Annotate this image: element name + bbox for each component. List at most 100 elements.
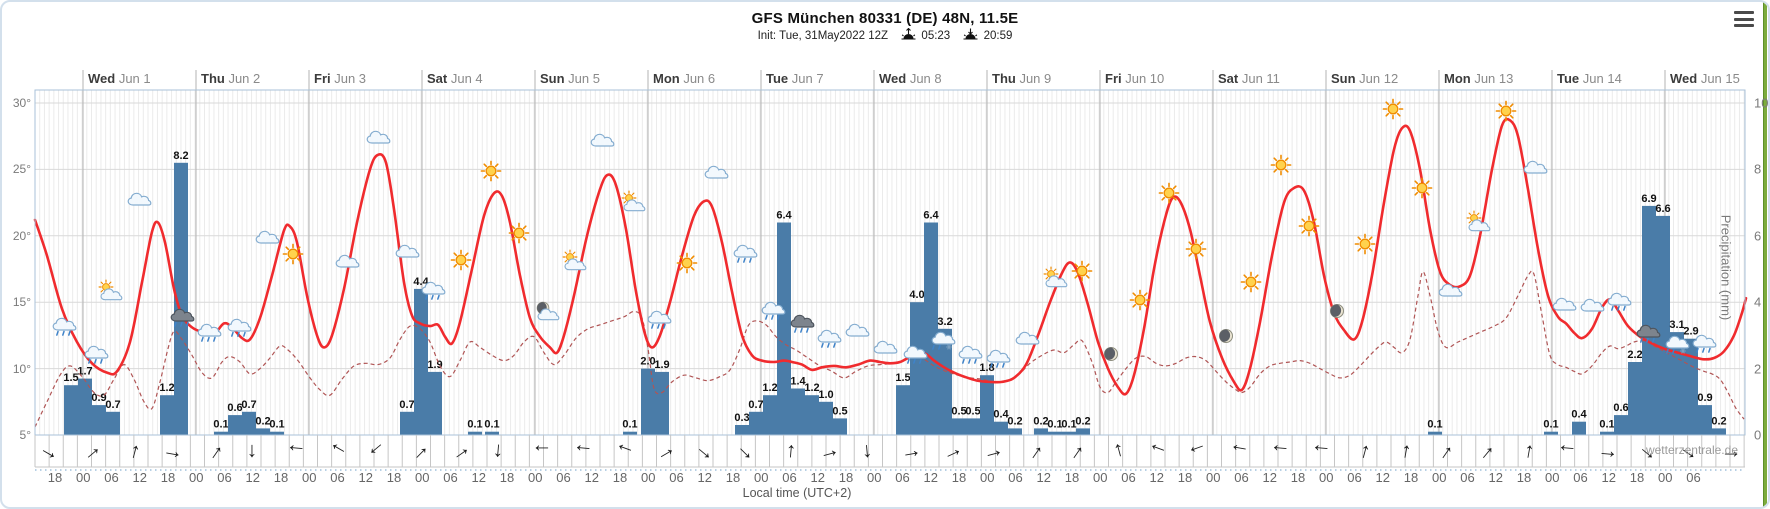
wind-arrow: →	[650, 436, 680, 466]
precip-bar	[735, 425, 749, 435]
wind-arrow: →	[1310, 439, 1333, 464]
temp-axis-tick: 30°	[12, 96, 31, 110]
wind-arrow: →	[1721, 440, 1742, 463]
time-tick: 00	[1093, 470, 1108, 485]
hamburger-menu-icon[interactable]	[1734, 11, 1754, 29]
wind-arrow: →	[445, 436, 475, 467]
wind-arrow: →	[731, 435, 762, 466]
precip-value-label: 0.7	[241, 399, 256, 411]
precip-value-label: 0.7	[105, 399, 120, 411]
precip-value-label: 3.1	[1669, 319, 1684, 331]
time-tick: 18	[1629, 470, 1645, 485]
wind-arrow: →	[1143, 437, 1171, 466]
precip-value-label: 0.5	[965, 405, 980, 417]
time-tick: 00	[980, 470, 995, 485]
time-tick: 18	[386, 470, 402, 485]
precip-value-label: 0.2	[255, 415, 270, 427]
weather-icon-sun	[282, 243, 304, 265]
sunrise-icon	[901, 27, 916, 44]
precip-value-label: 1.7	[77, 366, 92, 378]
precip-value-label: 1.5	[895, 372, 910, 384]
weather-icon-darkrain	[1636, 324, 1661, 343]
weather-icon-rain	[421, 281, 446, 300]
precip-bar	[791, 388, 805, 435]
weather-icon-sleet	[1665, 335, 1690, 354]
time-tick: 00	[1432, 470, 1447, 485]
precip-value-label: 0.4	[993, 409, 1009, 421]
wind-arrow: →	[1469, 436, 1500, 467]
precip-axis-tick: 10	[1754, 95, 1769, 111]
weather-icon-darkrain	[170, 308, 195, 327]
weather-icon-moon	[1330, 304, 1344, 318]
precip-value-label: 0.1	[622, 419, 637, 431]
time-tick: 18	[1177, 470, 1193, 485]
precip-bar	[242, 411, 256, 435]
weather-icon-sun	[1382, 98, 1404, 120]
time-tick: 00	[415, 470, 430, 485]
precip-value-label: 2.2	[1627, 349, 1642, 361]
sunset-time: 20:59	[983, 30, 1013, 42]
day-label: Mon Jun 6	[653, 71, 716, 86]
precip-bar	[749, 411, 763, 435]
wind-arrow: →	[1513, 439, 1539, 464]
weather-icon-cloud	[366, 130, 391, 144]
weather-icon-sun	[1129, 289, 1151, 311]
weather-icon-suncloud	[562, 249, 587, 271]
wind-arrow: →	[572, 439, 595, 464]
time-tick: 18	[160, 470, 176, 485]
time-tick: 06	[1686, 470, 1701, 485]
temp-axis-tick: 10°	[12, 361, 31, 376]
wind-arrow: →	[35, 436, 65, 466]
precip-bar	[1048, 431, 1062, 435]
precip-bar	[1656, 215, 1670, 435]
weather-icon-cloud	[335, 254, 360, 268]
weather-icon-mooncloud	[536, 301, 560, 321]
wind-arrow: →	[691, 435, 722, 466]
weather-icon-rain	[1607, 292, 1632, 311]
weather-icon-cloud	[1552, 297, 1577, 311]
precip-value-label: 6.4	[776, 210, 792, 222]
time-tick: 06	[1460, 470, 1475, 485]
day-label: Sun Jun 5	[540, 71, 600, 86]
weather-icon-cloud	[255, 230, 280, 244]
wind-arrow: →	[1390, 439, 1416, 464]
precip-bar	[228, 415, 242, 435]
day-label: Sat Jun 4	[427, 71, 483, 86]
precip-value-label: 0.1	[1047, 419, 1062, 431]
precip-bar	[1642, 205, 1656, 435]
time-tick: 12	[1601, 470, 1616, 485]
day-label: Fri Jun 10	[1105, 71, 1165, 86]
day-label: Wed Jun 8	[879, 71, 942, 86]
time-tick: 06	[669, 470, 684, 485]
precip-bar	[777, 222, 791, 435]
page-title: GFS München 80331 (DE) 48N, 11.5E	[751, 10, 1019, 27]
time-tick: 06	[443, 470, 458, 485]
day-dividers	[82, 70, 1666, 435]
time-tick: 18	[1516, 470, 1532, 485]
precip-value-label: 0.7	[748, 399, 763, 411]
precip-value-label: 4.0	[909, 289, 924, 301]
watermark: wetterzentrale.de	[1645, 443, 1738, 457]
day-label: Wed Jun 15	[1670, 71, 1740, 86]
time-tick: 12	[584, 470, 599, 485]
precip-bar	[910, 302, 924, 435]
weather-icon-cloud	[395, 244, 420, 258]
time-tick: 18	[1403, 470, 1419, 485]
precip-bar	[763, 395, 777, 435]
weather-icon-cloud	[590, 133, 615, 147]
time-tick: 00	[302, 470, 317, 485]
weather-icon-sun	[676, 252, 698, 274]
precip-bar	[1034, 428, 1048, 435]
precip-bar	[1712, 428, 1726, 435]
day-label: Tue Jun 14	[1557, 71, 1622, 86]
precip-value-label: 1.4	[790, 376, 806, 388]
temp-gridlines	[35, 102, 1745, 436]
time-tick: 12	[1375, 470, 1390, 485]
wind-arrow: →	[1556, 439, 1579, 464]
precip-bar	[92, 405, 106, 435]
precip-bar	[805, 395, 819, 435]
weather-icon-suncloud	[98, 279, 123, 301]
precip-bar	[1572, 421, 1586, 435]
precip-value-label: 6.4	[923, 210, 939, 222]
precip-value-label: 8.2	[173, 150, 188, 162]
